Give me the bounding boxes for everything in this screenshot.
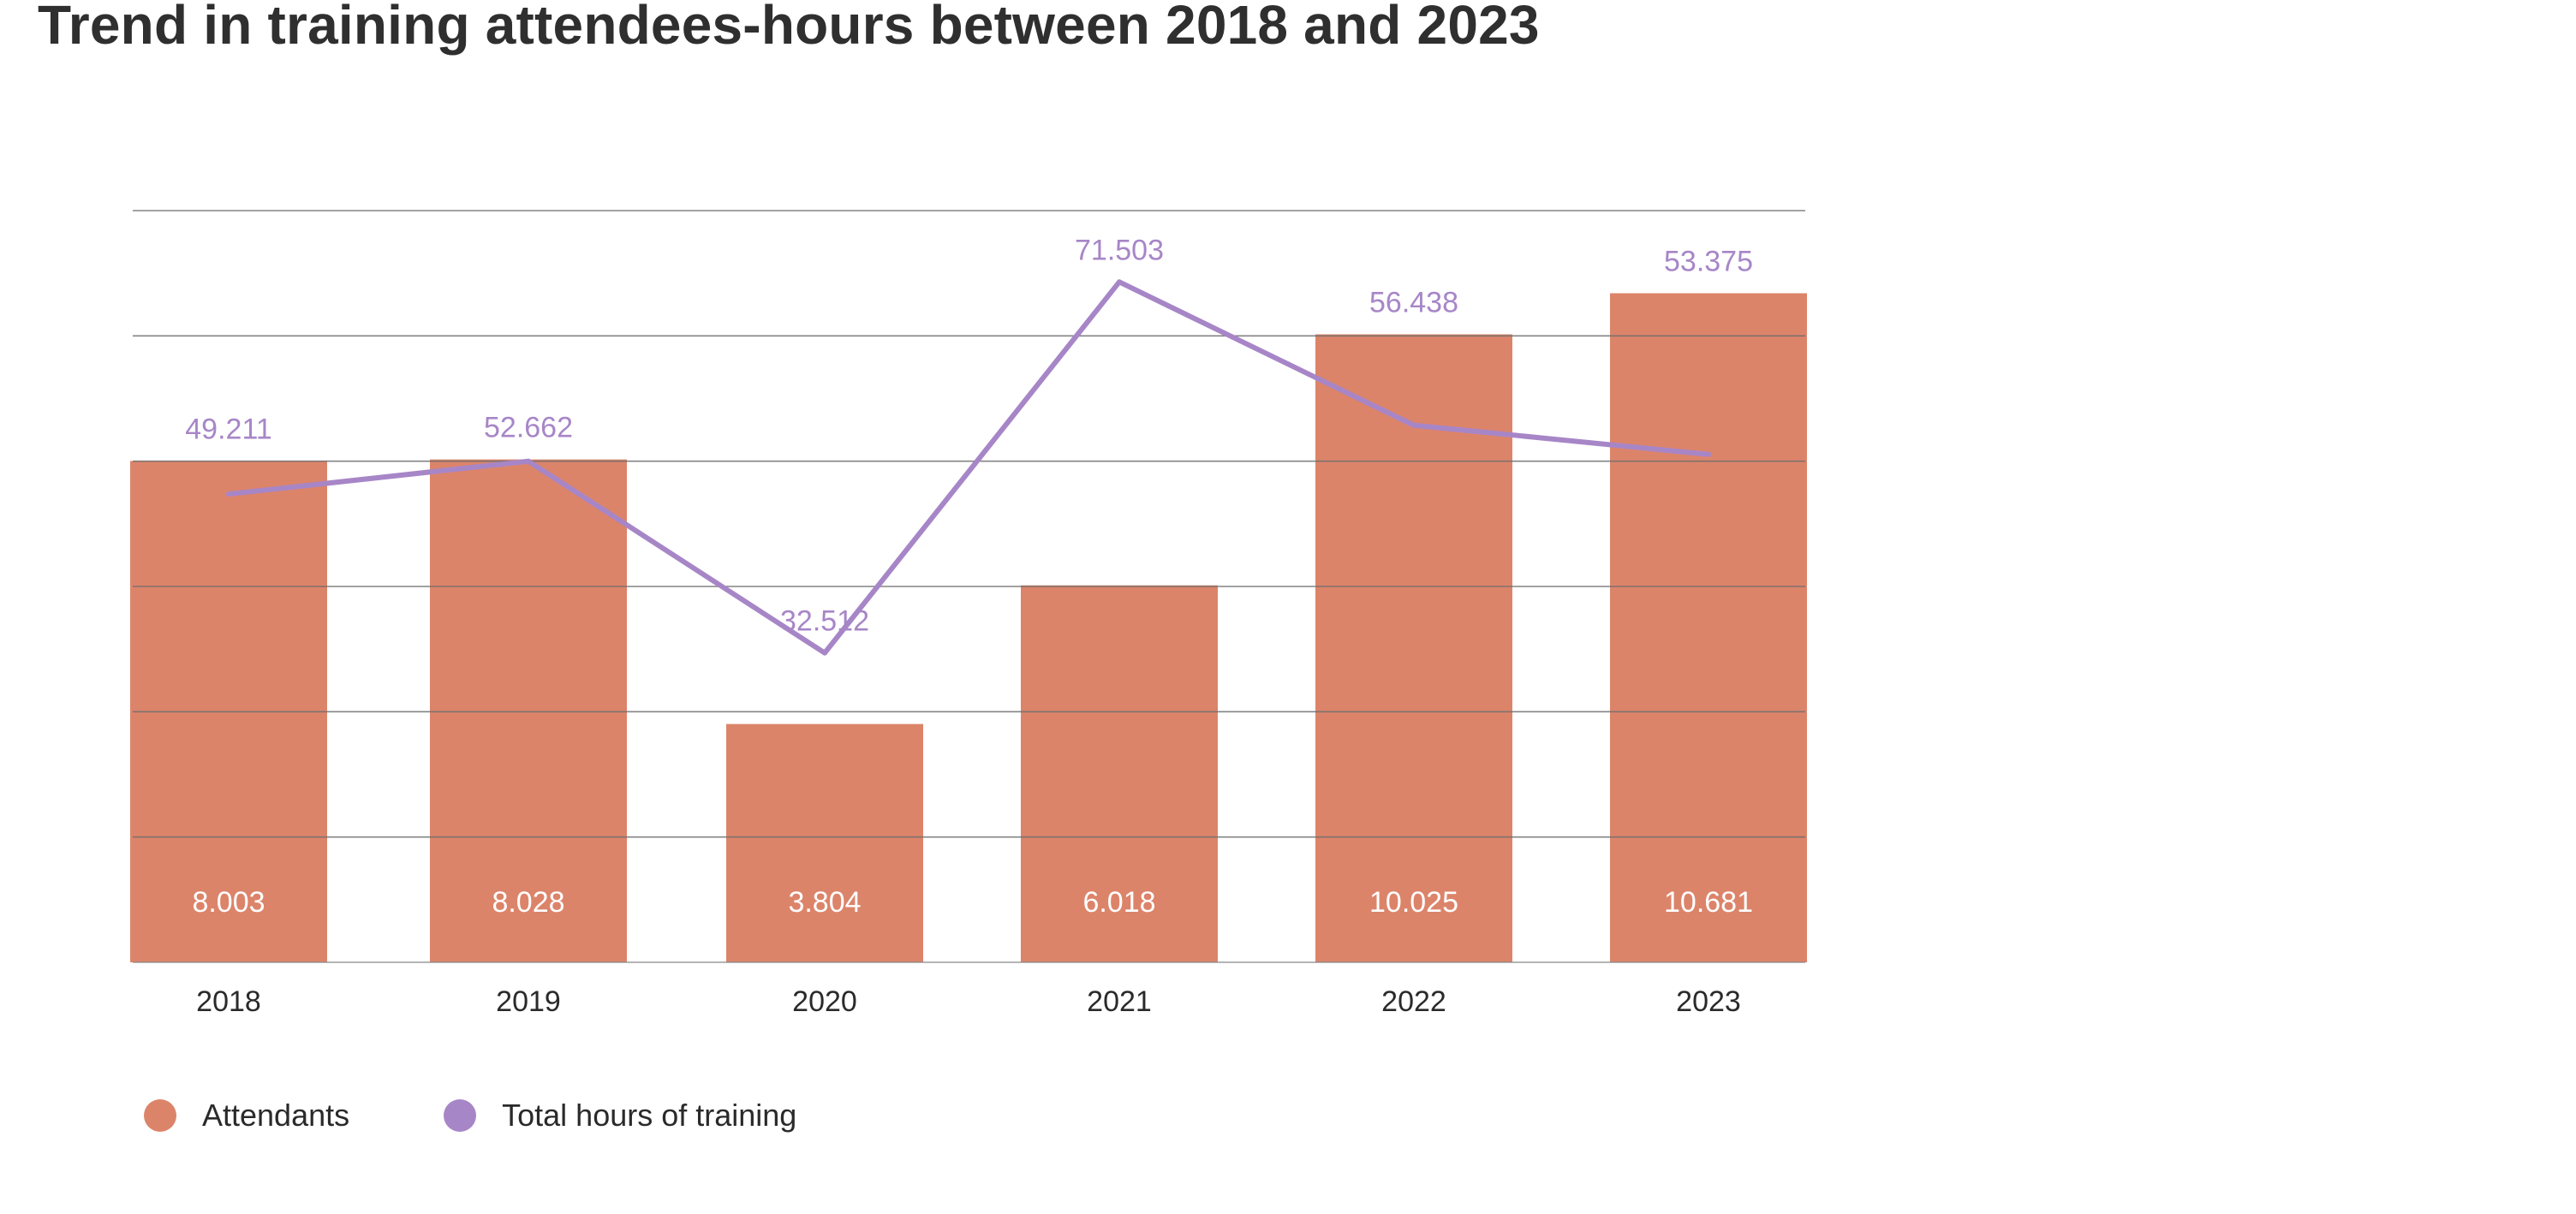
line-value-label-2018: 49.211	[185, 413, 271, 445]
x-axis-tick-labels: 2018 2019 2020 2021 2022 2023	[196, 985, 1741, 1018]
bars	[130, 293, 1807, 963]
x-tick-label-2023: 2023	[1676, 985, 1741, 1018]
legend-item-total-hours[interactable]: Total hours of training	[444, 1098, 796, 1134]
chart-title: Trend in training attendees-hours betwee…	[38, 0, 1540, 56]
line-value-label-2020: 32.512	[780, 605, 869, 638]
hours-line	[226, 279, 1711, 656]
bar-attendants-2022	[1315, 334, 1512, 963]
point-total-hours-2020	[822, 650, 827, 656]
line-value-label-2023: 53.375	[1664, 246, 1753, 278]
point-total-hours-2021	[1117, 279, 1122, 285]
x-tick-label-2022: 2022	[1381, 985, 1446, 1018]
legend-label-attendants: Attendants	[202, 1098, 350, 1133]
x-tick-label-2019: 2019	[496, 985, 561, 1018]
bar-value-label-2019: 8.028	[492, 886, 564, 919]
bar-attendants-2023	[1610, 293, 1807, 962]
line-value-labels: 49.211 52.662 32.512 71.503 56.438 53.375	[185, 234, 1753, 637]
legend: Attendants Total hours of training	[144, 1098, 891, 1134]
point-total-hours-2022	[1411, 422, 1416, 428]
bar-value-label-2022: 10.025	[1369, 886, 1458, 919]
line-total-hours	[226, 279, 1711, 656]
line-value-label-2021: 71.503	[1075, 234, 1164, 266]
bar-value-label-2020: 3.804	[788, 886, 861, 919]
bar-value-label-2021: 6.018	[1082, 886, 1155, 919]
bar-attendants-2019	[430, 459, 627, 962]
line-value-label-2022: 56.438	[1369, 287, 1458, 319]
legend-label-total-hours: Total hours of training	[502, 1098, 797, 1133]
point-total-hours-2019	[526, 458, 531, 464]
bar-value-label-2023: 10.681	[1664, 886, 1753, 919]
point-total-hours-2018	[226, 491, 231, 497]
bar-attendants-2020	[726, 723, 923, 962]
x-tick-label-2021: 2021	[1087, 985, 1152, 1018]
bar-value-label-2018: 8.003	[192, 886, 265, 919]
bar-value-labels: 8.003 8.028 3.804 6.018 10.025 10.681	[192, 886, 1753, 919]
x-tick-label-2020: 2020	[792, 985, 857, 1018]
gridlines	[133, 210, 1805, 963]
x-tick-label-2018: 2018	[196, 985, 261, 1018]
point-total-hours-2023	[1706, 451, 1711, 457]
attendants-swatch	[144, 1099, 176, 1132]
line-value-label-2019: 52.662	[484, 412, 573, 444]
legend-item-attendants[interactable]: Attendants	[144, 1098, 349, 1134]
bar-attendants-2021	[1021, 585, 1218, 962]
total-hours-swatch	[444, 1099, 477, 1132]
